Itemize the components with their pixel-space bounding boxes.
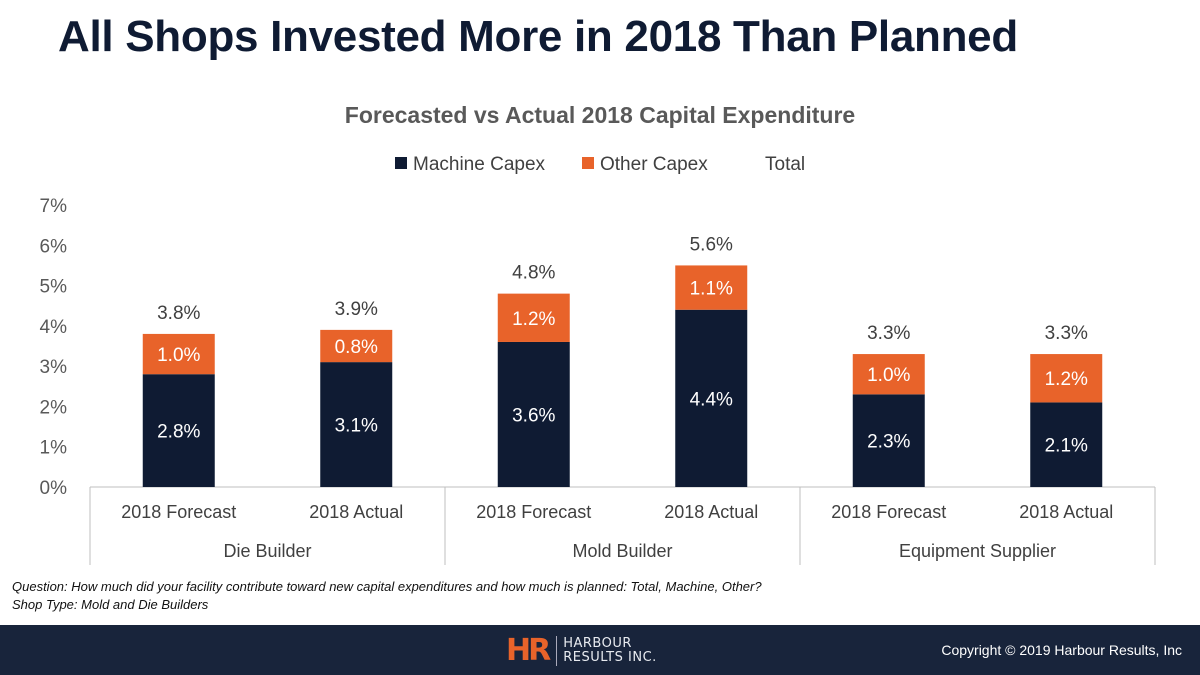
legend-label-total: Total	[765, 154, 805, 175]
data-label-total: 3.3%	[867, 323, 910, 344]
data-label-machine: 2.3%	[867, 432, 910, 453]
capex-chart: Forecasted vs Actual 2018 Capital Expend…	[40, 102, 1156, 565]
data-label-other: 1.1%	[690, 279, 733, 300]
logo-line-2: RESULTS INC.	[563, 649, 657, 665]
x-tick-label: 2018 Actual	[1019, 502, 1113, 522]
logo-divider	[556, 635, 558, 666]
x-tick-label: 2018 Actual	[309, 502, 403, 522]
slide-title: All Shops Invested More in 2018 Than Pla…	[58, 12, 1018, 61]
data-label-machine: 3.1%	[335, 416, 378, 437]
logo-line-1: HARBOUR	[563, 635, 632, 651]
footer-bar: HR HARBOUR RESULTS INC. Copyright © 2019…	[0, 625, 1200, 675]
question-note: Question: How much did your facility con…	[12, 579, 762, 594]
y-tick-label: 5%	[40, 277, 68, 298]
data-label-total: 3.3%	[1045, 323, 1088, 344]
copyright-text: Copyright © 2019 Harbour Results, Inc	[941, 642, 1182, 658]
x-tick-label: 2018 Forecast	[476, 502, 591, 522]
x-tick-label: 2018 Forecast	[831, 502, 946, 522]
legend-label-other-capex: Other Capex	[600, 154, 708, 175]
data-label-other: 1.2%	[512, 309, 555, 330]
x-tick-label: 2018 Actual	[664, 502, 758, 522]
data-label-total: 5.6%	[690, 234, 733, 255]
bar-other-capex	[320, 329, 393, 363]
bar-other-capex	[852, 354, 925, 395]
y-tick-label: 2%	[40, 397, 68, 418]
harbour-results-logo: HR HARBOUR RESULTS INC.	[506, 633, 657, 668]
legend-swatch-other-capex	[582, 157, 594, 169]
bar-other-capex	[142, 333, 215, 375]
group-label: Die Builder	[223, 541, 311, 561]
data-label-machine: 3.6%	[512, 405, 555, 426]
group-label: Equipment Supplier	[899, 541, 1056, 561]
y-tick-label: 7%	[40, 196, 68, 217]
y-tick-label: 0%	[40, 478, 68, 499]
bar-machine-capex	[142, 374, 215, 487]
y-tick-label: 3%	[40, 357, 68, 378]
data-label-total: 4.8%	[512, 263, 555, 284]
data-label-other: 0.8%	[335, 337, 378, 358]
data-label-total: 3.8%	[157, 303, 200, 324]
y-tick-label: 6%	[40, 236, 68, 257]
data-label-machine: 4.4%	[690, 389, 733, 410]
x-tick-label: 2018 Forecast	[121, 502, 236, 522]
bar-machine-capex	[320, 362, 393, 487]
data-label-total: 3.9%	[335, 299, 378, 320]
bar-machine-capex	[852, 394, 925, 487]
y-tick-label: 4%	[40, 317, 68, 338]
legend-swatch-machine-capex	[395, 157, 407, 169]
group-label: Mold Builder	[572, 541, 672, 561]
bar-machine-capex	[675, 309, 748, 487]
shop-type-note: Shop Type: Mold and Die Builders	[12, 597, 209, 612]
bar-machine-capex	[1030, 402, 1103, 487]
bar-other-capex	[497, 293, 570, 342]
footnotes: Question: How much did your facility con…	[12, 578, 762, 614]
bar-machine-capex	[497, 341, 570, 487]
bar-other-capex	[1030, 354, 1103, 403]
data-label-machine: 2.8%	[157, 422, 200, 443]
data-label-other: 1.2%	[1045, 369, 1088, 390]
y-tick-label: 1%	[40, 438, 68, 459]
logo-wordmark: HARBOUR RESULTS INC.	[563, 635, 657, 665]
logo-mark: HR	[506, 633, 551, 668]
data-label-machine: 2.1%	[1045, 436, 1088, 457]
legend-label-machine-capex: Machine Capex	[413, 154, 546, 175]
data-label-other: 1.0%	[867, 365, 910, 386]
bar-other-capex	[675, 265, 748, 310]
data-label-other: 1.0%	[157, 345, 200, 366]
chart-title: Forecasted vs Actual 2018 Capital Expend…	[345, 102, 855, 128]
